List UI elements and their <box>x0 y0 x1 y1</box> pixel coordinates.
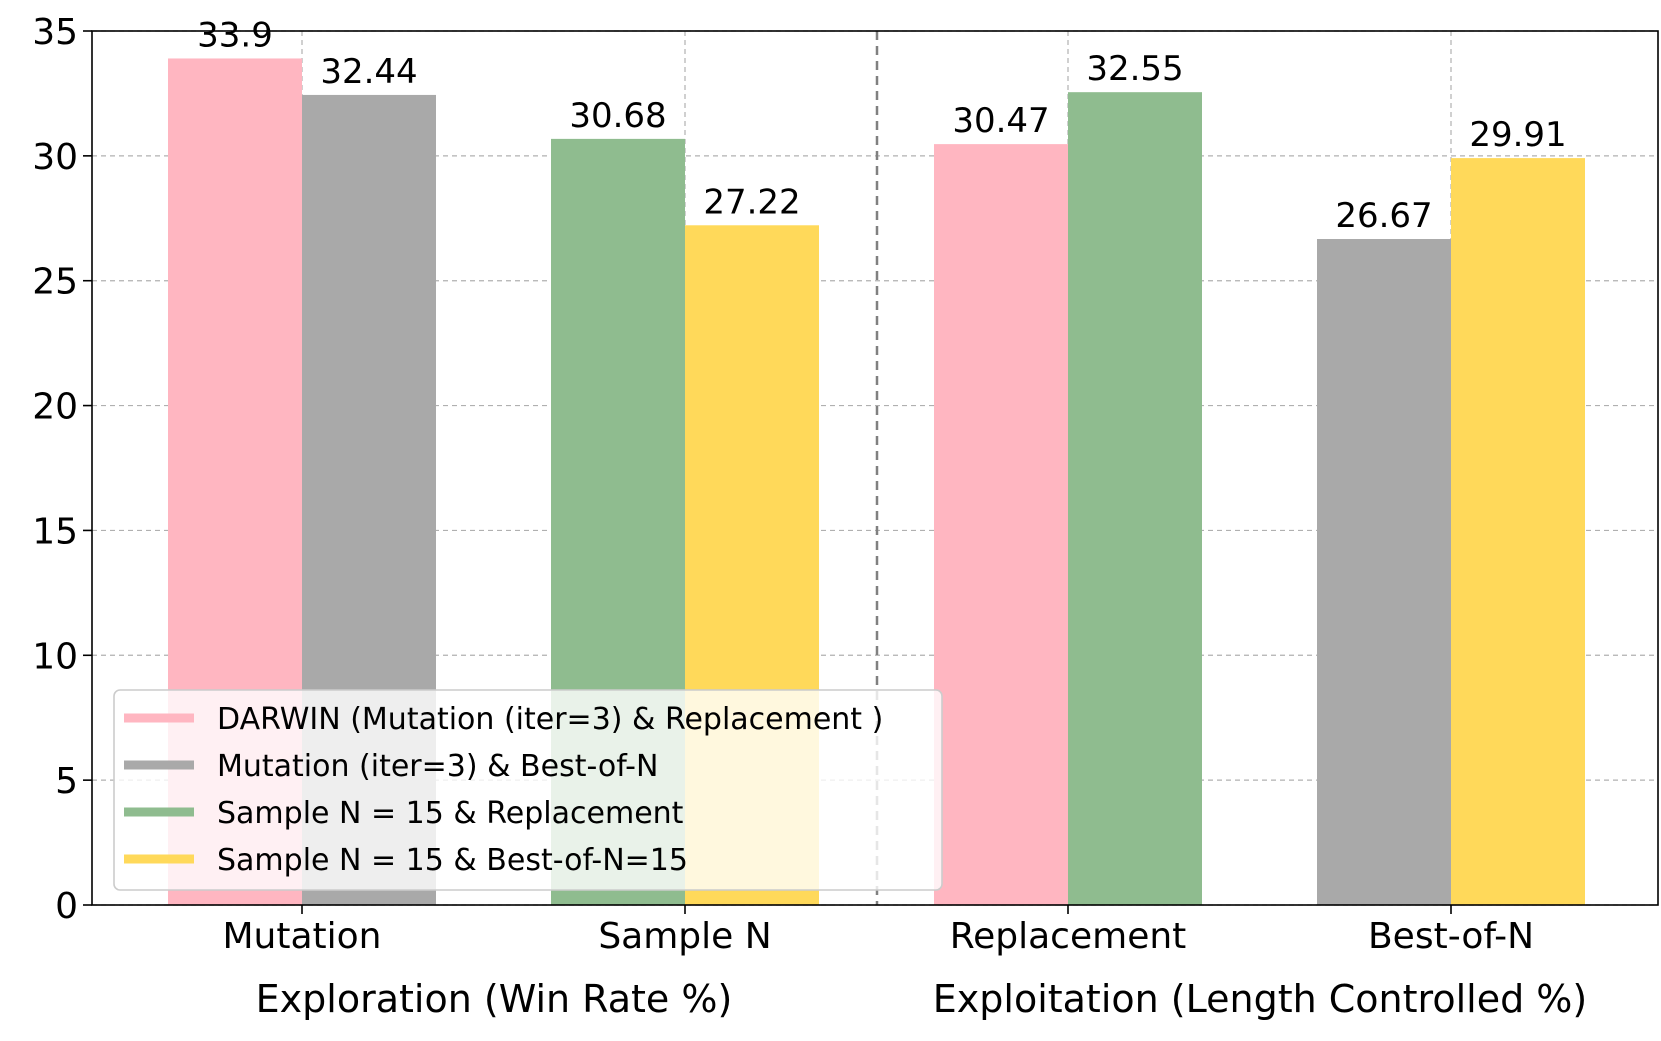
x-axis-label-exploitation: Exploitation (Length Controlled %) <box>933 977 1587 1021</box>
bar <box>934 144 1068 905</box>
x-tick-label: Mutation <box>222 916 381 957</box>
plot-frame <box>91 30 1659 906</box>
legend-label: DARWIN (Mutation (iter=3) & Replacement … <box>217 702 883 737</box>
y-tick-label: 20 <box>32 387 78 428</box>
legend-box <box>113 689 943 891</box>
data-label: 27.22 <box>703 182 800 222</box>
x-tick-label: Sample N <box>598 916 771 957</box>
y-tick-label: 10 <box>32 636 78 677</box>
y-tick-label: 35 <box>32 12 78 53</box>
data-label: 30.47 <box>952 101 1049 141</box>
y-tick-label: 15 <box>32 511 78 552</box>
data-label: 33.9 <box>197 15 273 55</box>
data-label: 32.44 <box>320 52 417 92</box>
x-tick-label: Replacement <box>950 916 1187 957</box>
data-label: 32.55 <box>1086 49 1183 89</box>
x-axis-label-exploration: Exploration (Win Rate %) <box>256 977 733 1021</box>
data-label: 29.91 <box>1469 115 1566 155</box>
legend-label: Sample N = 15 & Replacement <box>217 796 684 831</box>
x-tick-label: Best-of-N <box>1368 916 1534 957</box>
bar <box>1451 158 1585 906</box>
data-label: 30.68 <box>569 96 666 136</box>
data-label: 26.67 <box>1335 196 1432 236</box>
y-tick-label: 30 <box>32 137 78 178</box>
bar <box>1068 92 1202 906</box>
bar <box>1317 239 1451 906</box>
y-tick-label: 25 <box>32 262 78 303</box>
legend-label: Mutation (iter=3) & Best-of-N <box>217 749 658 784</box>
y-tick-label: 0 <box>55 886 78 927</box>
legend-label: Sample N = 15 & Best-of-N=15 <box>217 843 688 878</box>
y-tick-label: 5 <box>55 761 78 802</box>
